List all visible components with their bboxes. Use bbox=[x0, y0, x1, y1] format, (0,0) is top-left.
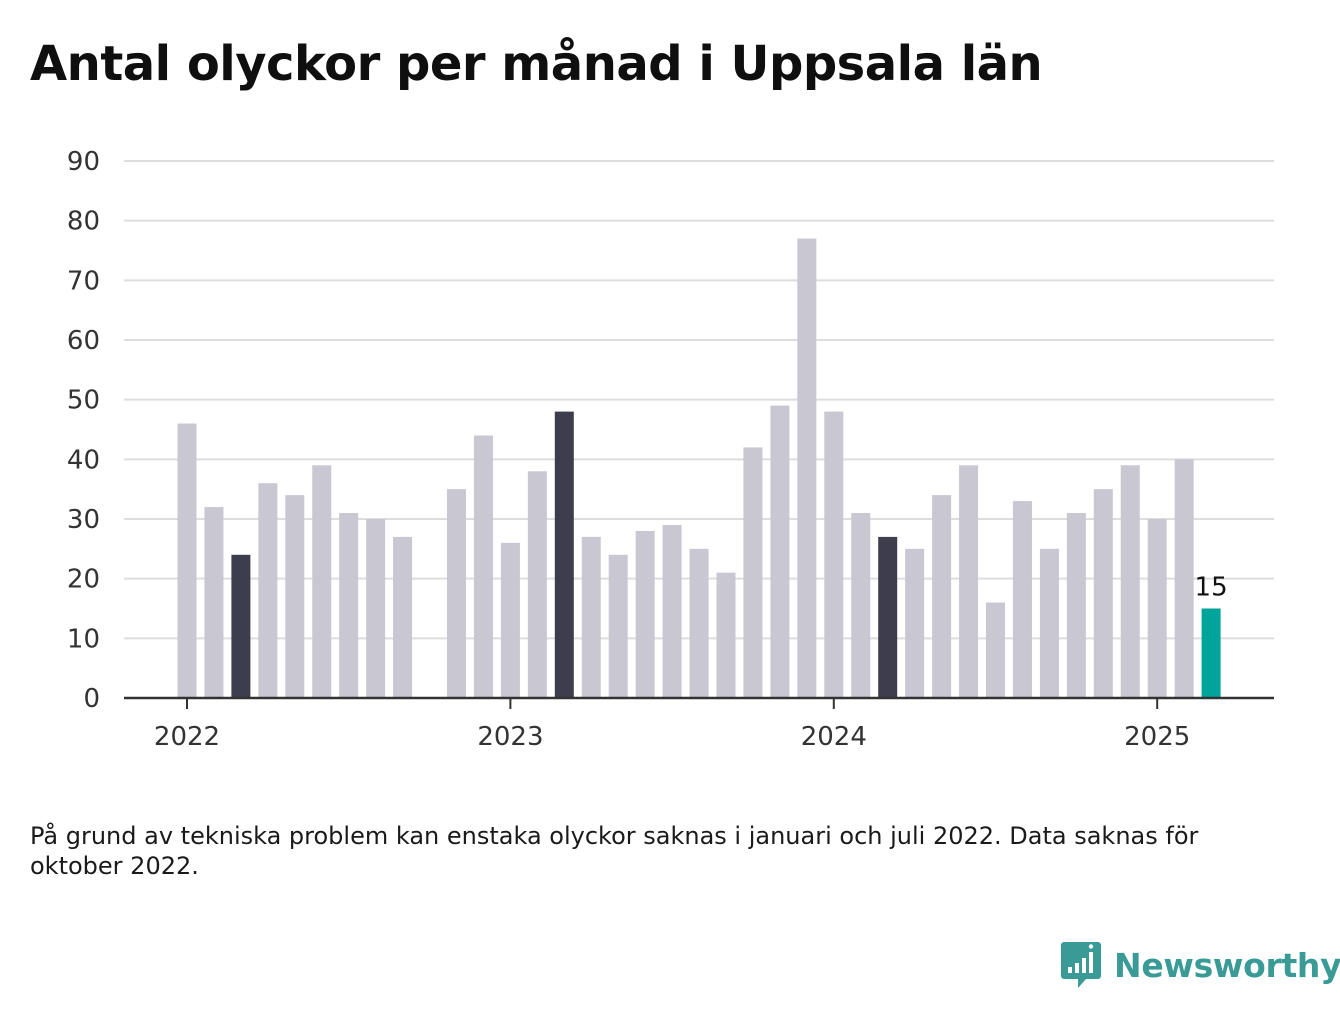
bar-2023-05 bbox=[608, 554, 628, 698]
bar-2022-01 bbox=[177, 423, 197, 698]
bar-2023-01 bbox=[500, 542, 520, 698]
chart-title: Antal olyckor per månad i Uppsala län bbox=[30, 36, 1043, 92]
y-tick-label: 20 bbox=[67, 565, 100, 595]
x-axis-ticks: 2022 2023 2024 2025 bbox=[154, 698, 1190, 752]
bar-2022-11 bbox=[447, 489, 466, 698]
data-label-2025-03: 15 bbox=[1195, 573, 1228, 603]
bar-2024-06 bbox=[959, 465, 979, 698]
y-axis-ticks: 0 10 20 30 40 50 60 70 80 90 bbox=[67, 147, 100, 714]
bar-2022-06 bbox=[312, 465, 332, 698]
bar-2022-04 bbox=[258, 483, 278, 698]
bar-2023-12 bbox=[797, 238, 817, 699]
bar-2024-04 bbox=[905, 548, 925, 698]
bar-2023-03 bbox=[554, 411, 574, 698]
y-tick-label: 70 bbox=[67, 266, 100, 296]
bar-2024-02 bbox=[851, 513, 871, 698]
brand-logo: Newsworthy bbox=[1060, 940, 1340, 990]
brand-name: Newsworthy bbox=[1114, 945, 1340, 985]
bar-2025-01 bbox=[1147, 519, 1167, 698]
bar-2024-09 bbox=[1039, 548, 1059, 698]
y-tick-label: 10 bbox=[67, 624, 100, 654]
bar-2023-06 bbox=[635, 530, 655, 698]
bar-2024-05 bbox=[932, 495, 952, 698]
y-tick-label: 0 bbox=[83, 684, 100, 714]
bars bbox=[177, 238, 1221, 699]
bar-2024-10 bbox=[1066, 513, 1086, 698]
bar-2022-09 bbox=[393, 536, 413, 698]
x-tick-label: 2022 bbox=[154, 722, 220, 752]
data-labels: 15 bbox=[1195, 573, 1228, 603]
bar-2023-09 bbox=[716, 572, 736, 698]
y-tick-label: 60 bbox=[67, 326, 100, 356]
bar-2023-11 bbox=[770, 405, 790, 698]
bar-2025-02 bbox=[1174, 459, 1194, 698]
bar-2024-11 bbox=[1093, 489, 1113, 698]
bar-2024-12 bbox=[1120, 465, 1140, 698]
bar-chart: 0 10 20 30 40 50 60 70 80 90 2022 2023 2024 2025 15 bbox=[67, 147, 1274, 752]
y-tick-label: 50 bbox=[67, 386, 100, 416]
bar-2022-12 bbox=[473, 435, 493, 698]
bar-2023-07 bbox=[662, 524, 682, 698]
bar-2022-02 bbox=[204, 507, 224, 698]
bar-2025-03 bbox=[1201, 608, 1221, 698]
x-tick-label: 2025 bbox=[1124, 722, 1190, 752]
bar-2023-04 bbox=[581, 536, 601, 698]
bar-2022-03 bbox=[231, 554, 251, 698]
bar-2023-08 bbox=[689, 548, 709, 698]
y-tick-label: 80 bbox=[67, 207, 100, 237]
bar-2024-07 bbox=[986, 602, 1005, 698]
y-tick-label: 90 bbox=[67, 147, 100, 177]
bar-2022-05 bbox=[285, 495, 305, 698]
bar-2024-01 bbox=[824, 411, 844, 698]
bar-2024-03 bbox=[878, 536, 898, 698]
bar-2022-08 bbox=[366, 519, 386, 698]
footnote: På grund av tekniska problem kan enstaka… bbox=[30, 822, 1199, 880]
bar-2023-02 bbox=[527, 471, 547, 698]
y-tick-label: 40 bbox=[67, 445, 100, 475]
newsworthy-logo-icon bbox=[1061, 942, 1101, 988]
bar-2022-07 bbox=[339, 513, 359, 698]
bar-2023-10 bbox=[743, 447, 763, 698]
bar-2024-08 bbox=[1012, 501, 1032, 698]
x-tick-label: 2024 bbox=[801, 722, 867, 752]
y-tick-label: 30 bbox=[67, 505, 100, 535]
x-tick-label: 2023 bbox=[477, 722, 543, 752]
